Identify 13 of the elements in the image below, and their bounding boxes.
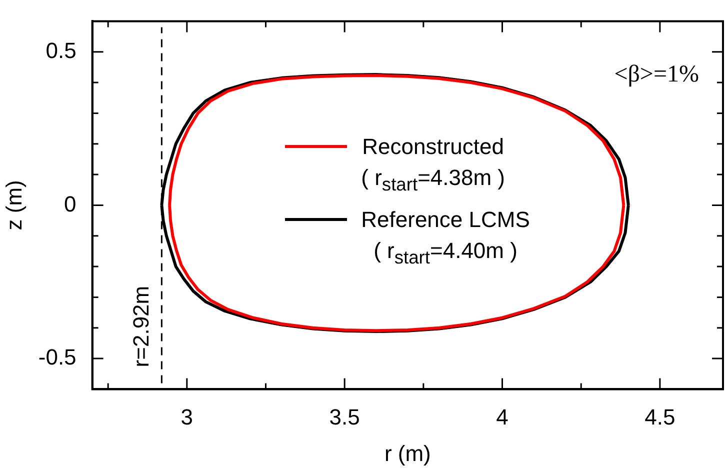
annotation: <β>=1% xyxy=(614,61,700,88)
legend-label: Reference LCMS ( r$_{start}$=4.40m ) xyxy=(361,206,530,270)
x-tick-label: 3.5 xyxy=(329,404,360,430)
legend-label: Reconstructed ( r$_{start}$=4.38m ) xyxy=(361,133,505,196)
ref-line-label: r=2.92m xyxy=(128,286,154,368)
y-tick-label: -0.5 xyxy=(38,344,76,370)
y-tick-label: 0 xyxy=(64,191,76,216)
x-axis-title: r (m) xyxy=(384,440,431,466)
x-tick-label: 4 xyxy=(496,404,508,430)
x-tick-label: 4.5 xyxy=(644,404,676,430)
x-tick-label: 3 xyxy=(180,404,194,430)
y-tick-label: 0.5 xyxy=(46,38,76,63)
y-axis-title: z (m) xyxy=(1,180,26,230)
